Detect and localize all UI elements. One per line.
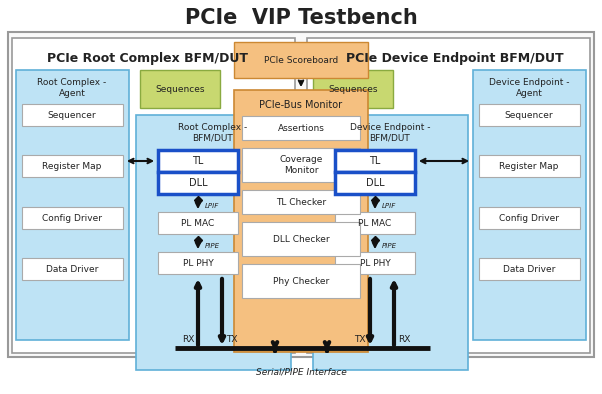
Text: Data Driver: Data Driver (503, 264, 555, 273)
Text: PL MAC: PL MAC (181, 219, 215, 227)
Text: LPIF: LPIF (382, 203, 396, 209)
Text: Sequencer: Sequencer (48, 110, 96, 119)
Text: DLL: DLL (188, 178, 207, 188)
Text: PL PHY: PL PHY (182, 258, 213, 268)
Text: Sequencer: Sequencer (504, 110, 553, 119)
Bar (479, 207, 580, 229)
Bar (158, 150, 238, 172)
Text: Device Endpoint -
BFM/DUT: Device Endpoint - BFM/DUT (350, 123, 430, 143)
Bar (242, 190, 360, 214)
Bar (158, 212, 238, 234)
Text: LPIF: LPIF (205, 203, 219, 209)
Text: Register Map: Register Map (499, 162, 559, 171)
Bar (335, 150, 415, 172)
Bar (140, 70, 220, 108)
Bar (479, 104, 580, 126)
Text: RX: RX (182, 336, 194, 344)
Text: PCIe-Bus Monitor: PCIe-Bus Monitor (259, 100, 343, 110)
Text: PIPE: PIPE (382, 243, 397, 249)
Bar (12, 38, 295, 353)
Bar (313, 70, 393, 108)
Bar (307, 38, 590, 353)
Text: Register Map: Register Map (42, 162, 102, 171)
Text: Phy Checker: Phy Checker (273, 277, 329, 286)
Bar (158, 172, 238, 194)
Bar (335, 172, 415, 194)
Text: DLL Checker: DLL Checker (273, 234, 329, 243)
Bar (335, 252, 415, 274)
Bar (8, 32, 594, 357)
Text: TL: TL (369, 156, 380, 166)
Text: Assertions: Assertions (278, 123, 324, 132)
Text: Root Complex -
BFM/DUT: Root Complex - BFM/DUT (178, 123, 247, 143)
Text: Root Complex -
Agent: Root Complex - Agent (37, 78, 107, 98)
Text: Serial/PIPE Interface: Serial/PIPE Interface (256, 368, 346, 377)
Bar (158, 252, 238, 274)
Bar (479, 258, 580, 280)
Bar (335, 212, 415, 234)
Bar (242, 148, 360, 182)
Text: Data Driver: Data Driver (46, 264, 98, 273)
Text: Coverage
Monitor: Coverage Monitor (279, 155, 323, 175)
Bar (473, 70, 586, 340)
Text: Sequences: Sequences (155, 84, 205, 93)
Text: PCIe Device Endpoint BFM/DUT: PCIe Device Endpoint BFM/DUT (346, 52, 564, 65)
Bar (479, 155, 580, 177)
Bar (234, 42, 368, 78)
Bar (22, 104, 123, 126)
Text: Sequences: Sequences (328, 84, 377, 93)
Bar (242, 116, 360, 140)
Bar (242, 222, 360, 256)
Text: TL: TL (192, 156, 203, 166)
Bar (22, 207, 123, 229)
Text: RX: RX (398, 336, 410, 344)
Bar (16, 70, 129, 340)
Text: PCIe Scoreboard: PCIe Scoreboard (264, 56, 338, 65)
Text: Config Driver: Config Driver (499, 214, 559, 223)
Bar (22, 258, 123, 280)
Bar (234, 90, 368, 352)
Bar (242, 264, 360, 298)
Text: PIPE: PIPE (205, 243, 220, 249)
Text: TL Checker: TL Checker (276, 197, 326, 206)
Text: PL MAC: PL MAC (358, 219, 392, 227)
Bar (313, 115, 468, 370)
Text: Device Endpoint -
Agent: Device Endpoint - Agent (489, 78, 569, 98)
Text: DLL: DLL (365, 178, 384, 188)
Bar (22, 155, 123, 177)
Text: PCIe  VIP Testbench: PCIe VIP Testbench (185, 8, 417, 28)
Bar (136, 115, 291, 370)
Text: PCIe Root Complex BFM/DUT: PCIe Root Complex BFM/DUT (48, 52, 249, 65)
Text: TX: TX (226, 336, 238, 344)
Text: Config Driver: Config Driver (42, 214, 102, 223)
Text: PL PHY: PL PHY (359, 258, 390, 268)
Text: TX: TX (354, 336, 366, 344)
